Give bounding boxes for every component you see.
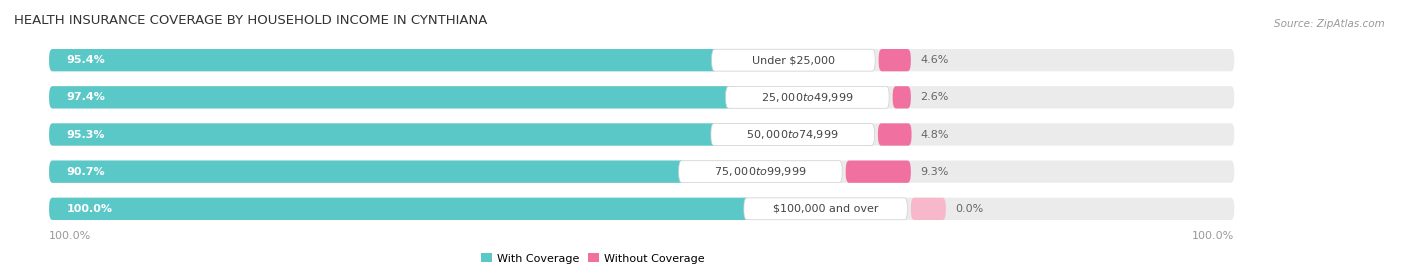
FancyBboxPatch shape (49, 123, 717, 146)
FancyBboxPatch shape (49, 161, 1234, 183)
FancyBboxPatch shape (711, 123, 875, 146)
Text: 0.0%: 0.0% (955, 204, 983, 214)
Text: Under $25,000: Under $25,000 (752, 55, 835, 65)
FancyBboxPatch shape (49, 198, 749, 220)
Text: 95.4%: 95.4% (66, 55, 105, 65)
FancyBboxPatch shape (49, 86, 1234, 108)
FancyBboxPatch shape (744, 198, 907, 220)
Text: 100.0%: 100.0% (49, 231, 91, 240)
Legend: With Coverage, Without Coverage: With Coverage, Without Coverage (477, 249, 709, 268)
FancyBboxPatch shape (911, 198, 946, 220)
Text: $25,000 to $49,999: $25,000 to $49,999 (761, 91, 853, 104)
FancyBboxPatch shape (49, 161, 685, 183)
Text: 95.3%: 95.3% (66, 129, 105, 140)
Text: 90.7%: 90.7% (66, 167, 105, 177)
Text: 100.0%: 100.0% (1192, 231, 1234, 240)
Text: 9.3%: 9.3% (920, 167, 949, 177)
FancyBboxPatch shape (49, 198, 1234, 220)
FancyBboxPatch shape (711, 49, 875, 71)
Text: 97.4%: 97.4% (66, 92, 105, 102)
FancyBboxPatch shape (679, 161, 842, 183)
Text: HEALTH INSURANCE COVERAGE BY HOUSEHOLD INCOME IN CYNTHIANA: HEALTH INSURANCE COVERAGE BY HOUSEHOLD I… (14, 14, 488, 27)
Text: $100,000 and over: $100,000 and over (773, 204, 879, 214)
FancyBboxPatch shape (845, 161, 911, 183)
FancyBboxPatch shape (49, 49, 717, 71)
Text: 4.6%: 4.6% (920, 55, 949, 65)
FancyBboxPatch shape (879, 49, 911, 71)
FancyBboxPatch shape (49, 86, 731, 108)
Text: $75,000 to $99,999: $75,000 to $99,999 (714, 165, 807, 178)
FancyBboxPatch shape (49, 123, 1234, 146)
Text: 100.0%: 100.0% (66, 204, 112, 214)
Text: 2.6%: 2.6% (920, 92, 949, 102)
FancyBboxPatch shape (49, 49, 1234, 71)
FancyBboxPatch shape (725, 86, 889, 108)
Text: 4.8%: 4.8% (921, 129, 949, 140)
FancyBboxPatch shape (893, 86, 911, 108)
Text: $50,000 to $74,999: $50,000 to $74,999 (747, 128, 839, 141)
Text: Source: ZipAtlas.com: Source: ZipAtlas.com (1274, 19, 1385, 29)
FancyBboxPatch shape (877, 123, 911, 146)
